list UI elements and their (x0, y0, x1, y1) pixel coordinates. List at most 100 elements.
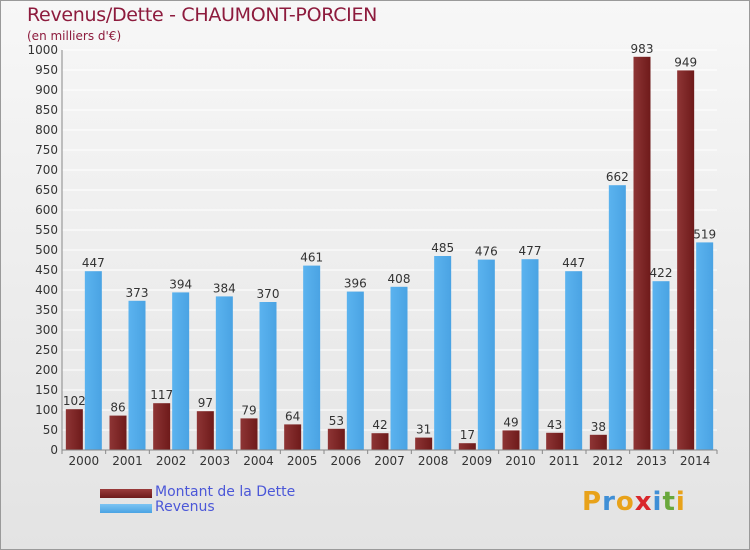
data-label-dette: 983 (631, 42, 654, 56)
x-tick-label: 2011 (549, 454, 580, 468)
data-label-revenus: 476 (475, 245, 498, 259)
bars-layer (65, 56, 714, 451)
logo-letter: P (582, 487, 603, 517)
x-tick-label: 2007 (374, 454, 405, 468)
data-label-revenus: 408 (388, 272, 411, 286)
bar-revenus (652, 281, 670, 450)
y-tick-label: 950 (35, 63, 58, 77)
y-tick-label: 0 (50, 443, 58, 457)
y-tick-label: 700 (35, 163, 58, 177)
bar-revenus (303, 265, 321, 450)
data-label-dette: 49 (503, 415, 518, 429)
y-tick-label: 350 (35, 303, 58, 317)
y-tick-label: 600 (35, 203, 58, 217)
x-tick-label: 2013 (636, 454, 667, 468)
x-tick-label: 2012 (593, 454, 624, 468)
bar-dette (284, 424, 302, 450)
y-tick-label: 800 (35, 123, 58, 137)
axes (61, 50, 717, 451)
bar-dette (458, 443, 476, 450)
y-tick-label: 750 (35, 143, 58, 157)
bar-dette (677, 70, 695, 451)
data-label-revenus: 447 (82, 256, 105, 270)
data-label-revenus: 373 (126, 286, 149, 300)
logo-letter: t (662, 487, 676, 517)
y-tick-label: 250 (35, 343, 58, 357)
data-label-revenus: 396 (344, 277, 367, 291)
data-label-dette: 43 (547, 418, 562, 432)
y-tick-label: 200 (35, 363, 58, 377)
data-label-dette: 38 (591, 420, 606, 434)
data-label-dette: 86 (110, 401, 125, 415)
data-label-dette: 64 (285, 409, 300, 423)
logo-letter: o (615, 487, 635, 517)
bar-revenus (521, 259, 539, 450)
data-label-dette: 97 (198, 396, 213, 410)
x-tick-label: 2010 (505, 454, 536, 468)
y-tick-label: 150 (35, 383, 58, 397)
data-label-revenus: 394 (169, 277, 192, 291)
bar-dette (109, 415, 127, 450)
chart-title: Revenus/Dette - CHAUMONT-PORCIEN (27, 4, 378, 26)
bar-dette (633, 56, 651, 451)
data-label-dette: 117 (150, 388, 173, 402)
bar-revenus (434, 256, 452, 450)
bar-revenus (172, 292, 190, 450)
bar-revenus (390, 286, 408, 450)
data-label-revenus: 422 (650, 266, 673, 280)
bar-dette (371, 433, 389, 450)
y-tick-label: 100 (35, 403, 58, 417)
data-label-revenus: 662 (606, 170, 629, 184)
data-label-revenus: 519 (693, 227, 716, 241)
y-tick-label: 1000 (27, 43, 58, 57)
x-tick-label: 2003 (200, 454, 231, 468)
bar-revenus (608, 185, 626, 450)
logo-letter: r (602, 487, 616, 517)
legend-swatch-dette (100, 489, 152, 498)
x-tick-label: 2000 (69, 454, 100, 468)
bar-dette (502, 430, 520, 450)
bar-revenus (696, 242, 714, 450)
bar-revenus (346, 291, 364, 450)
bar-revenus (215, 296, 233, 450)
chart-subtitle: (en milliers d'€) (27, 29, 122, 43)
y-tick-label: 450 (35, 263, 58, 277)
legend-label-revenus: Revenus (155, 499, 215, 515)
data-label-revenus: 447 (562, 256, 585, 270)
bar-revenus (565, 271, 583, 450)
data-label-dette: 31 (416, 423, 431, 437)
bar-dette (327, 428, 345, 450)
bar-dette (589, 434, 607, 450)
x-tick-label: 2002 (156, 454, 187, 468)
logo-letter: x (634, 487, 653, 517)
x-tick-label: 2008 (418, 454, 449, 468)
bar-dette (65, 409, 83, 450)
x-tick-label: 2009 (462, 454, 493, 468)
legend-swatch-revenus (100, 504, 152, 513)
x-tick-label: 2001 (112, 454, 143, 468)
x-axis-ticks: 2000 2001 2002 2003 2004 2005 2006 2007 2008 2009… (61, 450, 718, 468)
bar-revenus (477, 259, 495, 450)
x-tick-label: 2006 (331, 454, 362, 468)
data-label-revenus: 477 (519, 244, 542, 258)
x-tick-label: 2014 (680, 454, 711, 468)
bar-revenus (84, 271, 102, 450)
bar-dette (415, 437, 433, 450)
y-tick-label: 850 (35, 103, 58, 117)
bar-dette (240, 418, 258, 450)
data-label-dette: 79 (241, 403, 256, 417)
proxiti-logo: Proxiti (582, 487, 686, 517)
x-tick-label: 2005 (287, 454, 318, 468)
data-labels-layer: 102 447 86 373 117 394 97 384 79 370 64 461 53 396 42 4… (63, 42, 716, 442)
logo-letter: i (675, 487, 686, 517)
y-tick-label: 650 (35, 183, 58, 197)
y-tick-label: 550 (35, 223, 58, 237)
y-tick-label: 500 (35, 243, 58, 257)
grid-layer (62, 49, 717, 451)
y-tick-label: 50 (43, 423, 58, 437)
legend-label-dette: Montant de la Dette (155, 484, 296, 500)
data-label-dette: 42 (372, 418, 387, 432)
data-label-dette: 949 (674, 55, 697, 69)
y-tick-label: 300 (35, 323, 58, 337)
y-axis-ticks: 0 50 100 150 200 250 300 350 400 450 500 550 600 650 7… (27, 43, 58, 457)
